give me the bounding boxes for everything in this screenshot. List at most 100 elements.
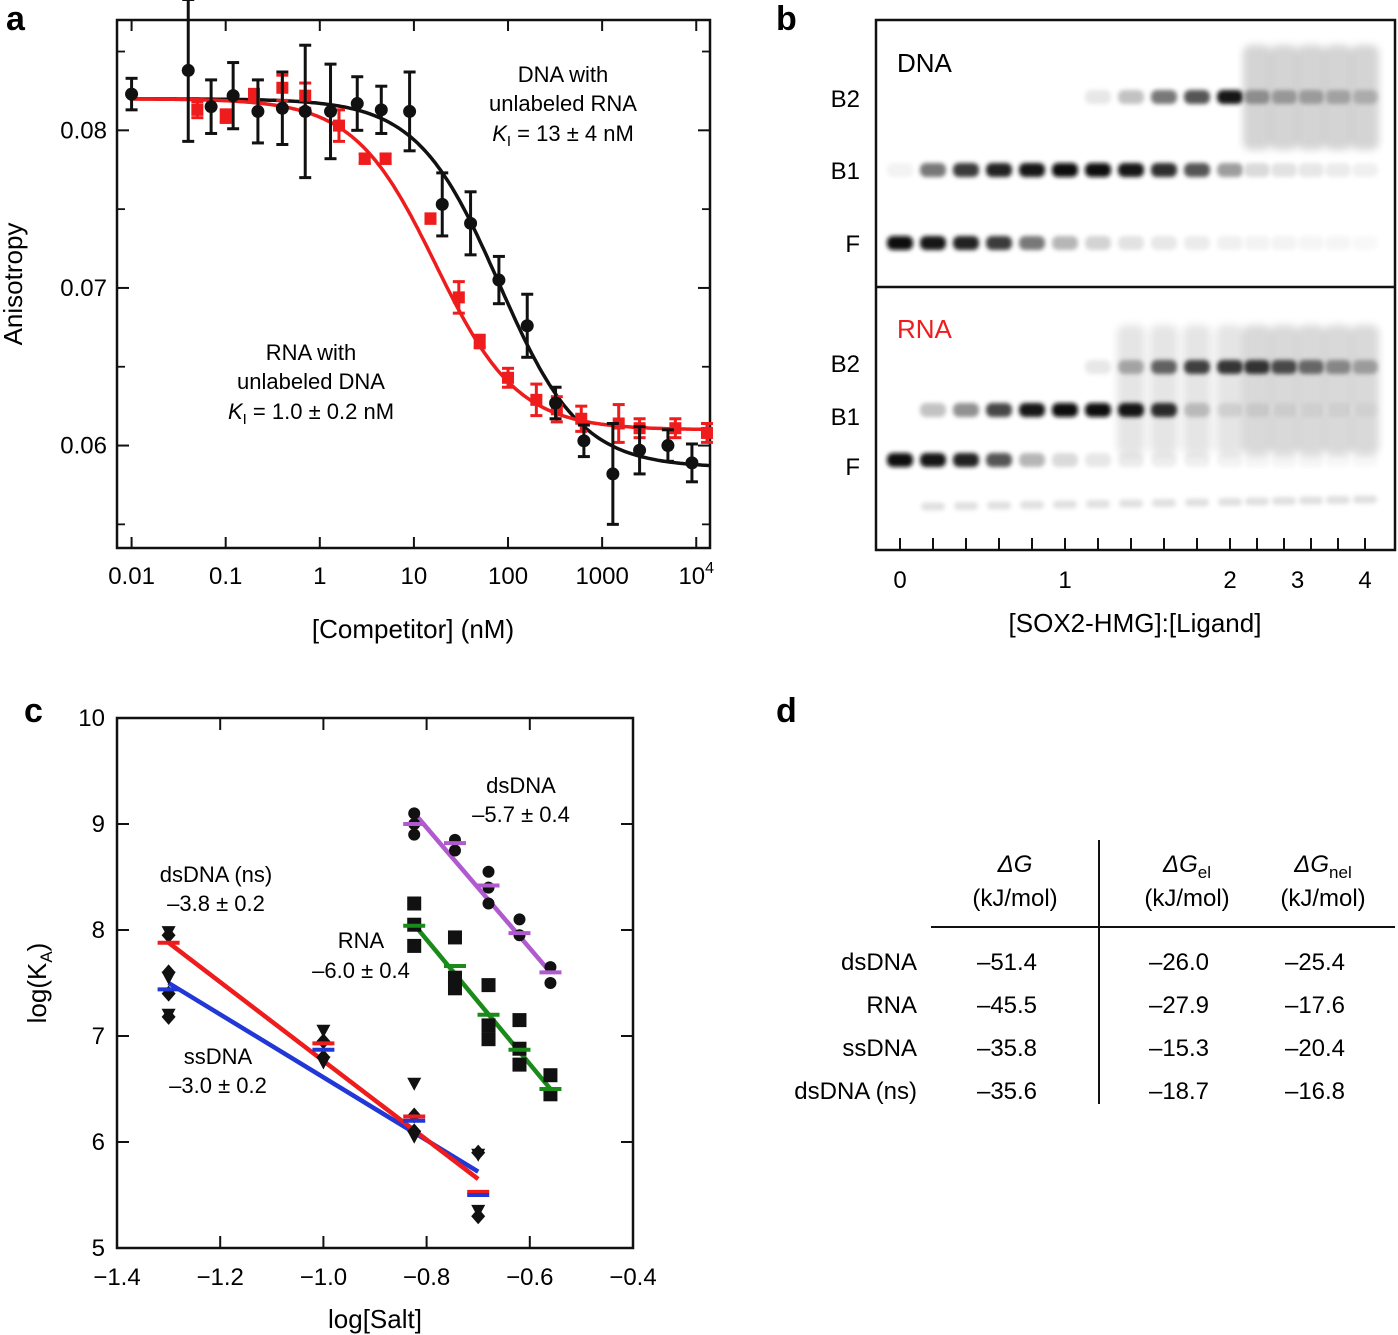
header-subscript: el — [1198, 863, 1211, 882]
gel-band-rna-lower — [1020, 501, 1044, 509]
dna-point — [350, 97, 364, 111]
dna-point — [520, 319, 534, 333]
panel-c-ticks: −1.4 −1.2 −1.0 −0.8 −0.6 −0.4 5 6 7 8 9 10 — [78, 705, 656, 1291]
header-delta-g: ΔG — [1293, 851, 1329, 878]
dna-point — [275, 101, 289, 115]
panel-c-chart: −1.4 −1.2 −1.0 −0.8 −0.6 −0.4 5 6 7 8 9 10 log[Salt… — [22, 705, 657, 1334]
gel-band-rna-lower — [1299, 496, 1323, 505]
gel-smear-rna — [1117, 325, 1145, 455]
dna-point — [403, 104, 417, 118]
rna-point — [191, 103, 204, 116]
gel-xtick-label: 1 — [1058, 567, 1071, 594]
gel-band-dna-f — [887, 236, 913, 250]
gel-band-rna-lower — [1272, 497, 1296, 505]
c-ytick-label: 7 — [92, 1023, 105, 1050]
dna-band-label-b2: B2 — [831, 86, 860, 113]
point-rna — [481, 1018, 496, 1033]
annotation-dna-k-sub: I — [507, 133, 511, 150]
a-xtick-label: 1000 — [575, 563, 628, 590]
point-ssdna — [471, 1148, 486, 1162]
label-ssdna-name: ssDNA — [184, 1044, 253, 1069]
gel-band-dna-f — [1019, 236, 1045, 250]
gel-band-dna-f — [1052, 236, 1078, 250]
point-ssdna — [407, 1130, 422, 1144]
gel-band-rna-f — [1352, 453, 1378, 467]
panel-label-c: c — [24, 692, 43, 730]
c-xtick-label: −1.4 — [93, 1264, 140, 1291]
label-dsdna-ns-name: dsDNA (ns) — [160, 862, 272, 887]
a-ytick-label: 0.06 — [60, 433, 107, 460]
panel-c-frame — [115, 716, 635, 1250]
dna-point — [661, 439, 675, 453]
table-row-label: RNA — [866, 992, 917, 1019]
point-rna — [447, 970, 462, 985]
a-xtick-label: 104 — [678, 560, 714, 590]
table-cell: –45.5 — [977, 992, 1037, 1019]
panel-d-table: ΔG(kJ/mol)ΔGel(kJ/mol)ΔGnel(kJ/mol)dsDNA… — [794, 840, 1395, 1105]
panel-a-points — [125, 0, 713, 526]
gel-band-dna-b2 — [1085, 90, 1111, 104]
point-rna — [481, 978, 496, 993]
panel-c-points — [161, 807, 558, 1225]
gel-band-dna-b1 — [1052, 163, 1078, 177]
gel-band-dna-f — [1184, 236, 1210, 250]
gel-title-dna: DNA — [897, 48, 953, 78]
gel-band-rna-f — [920, 453, 946, 467]
table-cell: –26.0 — [1149, 949, 1209, 976]
fit-line-dsdna — [414, 814, 553, 974]
gel-band-rna-lower — [954, 502, 978, 510]
dna-band-label-f: F — [845, 231, 860, 258]
point-dsdna — [448, 844, 461, 857]
point-rna — [543, 1068, 558, 1083]
point-ssdna — [471, 1204, 486, 1218]
rna-fit-curve — [129, 97, 710, 432]
gel-band-rna-lower — [987, 501, 1011, 510]
gel-band-rna-f — [1052, 453, 1078, 467]
rna-point — [452, 291, 465, 304]
c-xtick-label: −1.0 — [300, 1264, 347, 1291]
annotation-dna-k: K — [492, 121, 508, 146]
c-ytick-label: 10 — [78, 705, 105, 732]
gel-band-dna-f — [1298, 236, 1324, 250]
rna-point — [669, 422, 682, 435]
panel-c-ylabel-main: log(K — [22, 962, 52, 1023]
gel-band-rna-f — [1118, 453, 1144, 467]
point-dsdna — [482, 865, 495, 878]
table-cell: –35.6 — [977, 1078, 1037, 1105]
gel-band-dna-f — [1352, 236, 1378, 250]
panel-a-fits — [129, 97, 710, 468]
panel-c-ylabel-end: ) — [22, 943, 52, 952]
table-header-unit: (kJ/mol) — [1144, 885, 1229, 912]
dna-point — [125, 87, 139, 101]
dna-point — [577, 434, 591, 448]
gel-band-rna-f — [986, 453, 1012, 467]
table-cell: –27.9 — [1149, 992, 1209, 1019]
label-ssdna-slope: –3.0 ± 0.2 — [169, 1073, 267, 1098]
table-cell: –18.7 — [1149, 1078, 1209, 1105]
gel-xtick-label: 4 — [1358, 567, 1371, 594]
table-cell: –20.4 — [1285, 1035, 1345, 1062]
dna-point — [633, 443, 647, 457]
panel-label-b: b — [776, 0, 797, 38]
table-header-symbol: ΔGel — [1162, 851, 1211, 882]
table-header-symbol: ΔGnel — [1293, 851, 1351, 882]
gel-band-dna-b1 — [1325, 163, 1351, 177]
label-rna-slope: –6.0 ± 0.4 — [312, 958, 410, 983]
gel-band-dna-b1 — [1151, 163, 1177, 177]
header-delta-g: ΔG — [1162, 851, 1198, 878]
point-rna — [512, 1057, 527, 1072]
gel-smear-rna — [1216, 325, 1244, 455]
gel-band-rna-lower — [1086, 500, 1110, 508]
gel-band-rna-f — [1298, 453, 1324, 467]
gel-xtick-label: 3 — [1291, 567, 1304, 594]
point-ssdna — [161, 926, 176, 940]
gel-smear-dna — [1243, 45, 1271, 150]
gel-smear-rna — [1351, 325, 1379, 455]
dna-band-label-b1: B1 — [831, 158, 860, 185]
gel-smear-rna — [1324, 325, 1352, 455]
point-rna — [447, 981, 462, 996]
gel-band-dna-b1 — [1298, 163, 1324, 177]
table-header-unit: (kJ/mol) — [1280, 885, 1365, 912]
gel-band-rna-f — [887, 453, 913, 467]
